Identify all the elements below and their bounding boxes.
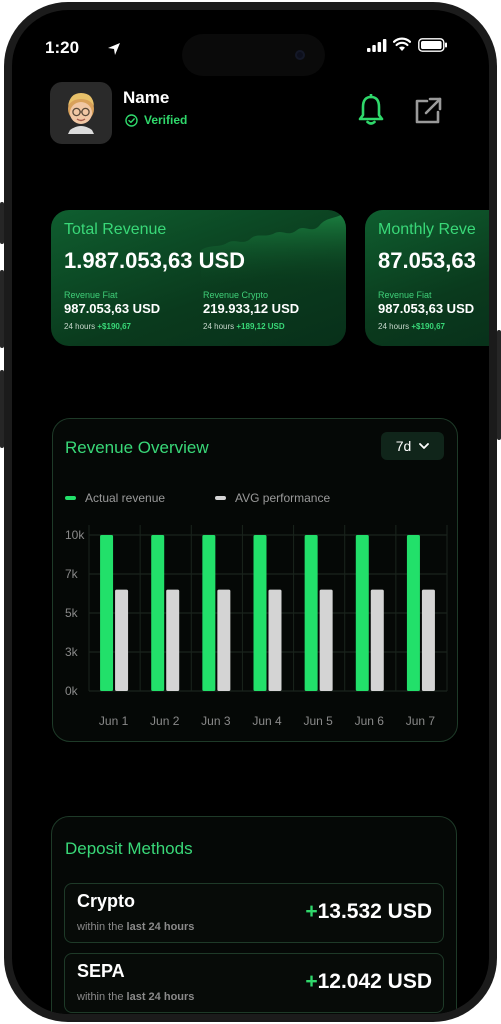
- revenue-bar-chart: 10k 7k 5k 3k 0k Jun 1 Jun 2 Jun 3 Jun 4 Jun 5 Jun …: [65, 525, 448, 728]
- legend-label: Actual revenue: [85, 491, 166, 505]
- x-tick-label: Jun 2: [150, 714, 180, 728]
- total-revenue-card[interactable]: Total Revenue 1.987.053,63 USD Revenue F…: [51, 210, 346, 346]
- bar-actual: [304, 535, 318, 691]
- avatar[interactable]: [50, 82, 112, 144]
- bar-avg: [217, 589, 231, 691]
- legend-label: AVG performance: [235, 491, 331, 505]
- card-title: Monthly Reve: [378, 221, 476, 238]
- legend-swatch: [215, 496, 226, 500]
- bar-actual: [355, 535, 369, 691]
- fiat-change: 24 hours +$190,67: [64, 322, 131, 331]
- memoji-avatar-icon: [68, 93, 94, 134]
- bar-avg: [115, 589, 129, 691]
- legend-swatch: [65, 496, 76, 500]
- x-tick-label: Jun 6: [355, 714, 385, 728]
- method-period: within the last 24 hours: [77, 991, 195, 1003]
- deposit-row-crypto[interactable]: Crypto within the last 24 hours +13.532 …: [64, 883, 444, 943]
- method-amount: +12.042 USD: [305, 970, 432, 993]
- crypto-value: 219.933,12 USD: [203, 301, 300, 316]
- x-tick-label: Jun 7: [406, 714, 436, 728]
- y-tick-label: 7k: [65, 567, 79, 581]
- bar-actual: [202, 535, 216, 691]
- fiat-value: 987.053,63 USD: [378, 301, 475, 316]
- bar-actual: [406, 535, 420, 691]
- fiat-value: 987.053,63 USD: [64, 301, 161, 316]
- x-tick-label: Jun 3: [201, 714, 231, 728]
- chevron-down-icon: [419, 442, 430, 449]
- dynamic-island: [182, 34, 325, 76]
- x-tick-label: Jun 4: [252, 714, 282, 728]
- verified-label: Verified: [144, 113, 188, 127]
- fiat-label: Revenue Fiat: [64, 290, 118, 300]
- external-link-icon[interactable]: [413, 96, 443, 126]
- bar-actual: [253, 535, 267, 691]
- method-period: within the last 24 hours: [77, 921, 195, 933]
- y-tick-label: 5k: [65, 606, 79, 620]
- range-dropdown[interactable]: 7d: [381, 432, 444, 460]
- bar-avg: [166, 589, 180, 691]
- wifi-icon: [393, 37, 411, 51]
- check-circle-icon: [125, 113, 138, 127]
- revenue-wave-graphic: [201, 212, 346, 290]
- card-amount: 1.987.053,63 USD: [64, 248, 246, 273]
- status-bar: 1:20: [12, 10, 489, 76]
- crypto-label: Revenue Crypto: [203, 290, 269, 300]
- action-button: [0, 202, 4, 244]
- fiat-label: Revenue Fiat: [378, 290, 432, 300]
- revenue-overview-panel: Revenue Overview 7d Actual revenue AVG p…: [52, 418, 458, 742]
- card-amount: 87.053,63: [378, 248, 476, 273]
- legend-avg: AVG performance: [215, 491, 330, 505]
- bar-avg: [370, 589, 384, 691]
- x-tick-label: Jun 5: [303, 714, 333, 728]
- bar-actual: [151, 535, 165, 691]
- cellular-signal-icon: [367, 39, 387, 52]
- deposit-title: Deposit Methods: [65, 839, 193, 858]
- battery-icon: [418, 38, 447, 52]
- screen: 1:20: [12, 10, 489, 1014]
- y-tick-label: 10k: [65, 528, 85, 542]
- monthly-revenue-card[interactable]: Monthly Reve 87.053,63 Revenue Fiat 987.…: [365, 210, 489, 346]
- method-name: Crypto: [77, 891, 135, 911]
- fiat-change: 24 hours +$190,67: [378, 322, 445, 331]
- volume-up-button: [0, 270, 4, 348]
- bar-avg: [319, 589, 333, 691]
- volume-down-button: [0, 370, 4, 448]
- device-bezel: 1:20: [4, 2, 497, 1022]
- method-name: SEPA: [77, 961, 125, 981]
- bell-icon[interactable]: [356, 94, 386, 126]
- bar-avg: [268, 589, 282, 691]
- profile-name: Name: [123, 88, 170, 107]
- bar-actual: [100, 535, 114, 691]
- legend-actual: Actual revenue: [65, 491, 165, 505]
- front-camera: [295, 50, 305, 60]
- power-button: [497, 330, 501, 440]
- card-title: Total Revenue: [64, 221, 167, 238]
- verified-badge: Verified: [125, 113, 187, 127]
- x-tick-label: Jun 1: [99, 714, 129, 728]
- crypto-change: 24 hours +189,12 USD: [203, 322, 285, 331]
- bar-avg: [421, 589, 435, 691]
- location-arrow-icon: [108, 43, 120, 55]
- range-value: 7d: [395, 438, 412, 454]
- deposit-row-sepa[interactable]: SEPA within the last 24 hours +12.042 US…: [64, 953, 444, 1013]
- y-tick-label: 0k: [65, 684, 79, 698]
- deposit-methods-panel: Deposit Methods Crypto within the last 2…: [51, 816, 457, 1014]
- status-time: 1:20: [45, 38, 80, 57]
- y-tick-label: 3k: [65, 645, 79, 659]
- overview-title: Revenue Overview: [65, 438, 209, 457]
- method-amount: +13.532 USD: [305, 900, 432, 923]
